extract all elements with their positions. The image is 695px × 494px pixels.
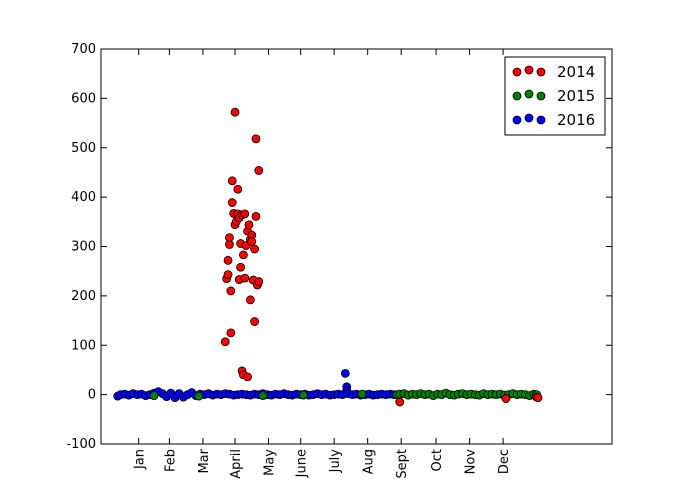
y-tick-label-300: 300 <box>71 240 96 255</box>
point-2014-35 <box>250 317 259 326</box>
x-tick-label-Aug: Aug <box>362 449 377 474</box>
point-2014-9 <box>227 198 237 207</box>
y-tick-label-700: 700 <box>71 42 96 57</box>
legend-marker-2015-1 <box>524 89 534 99</box>
legend-marker-2014-2 <box>536 67 546 77</box>
point-2014-18 <box>236 262 246 272</box>
x-tick-label-June: June <box>295 449 310 478</box>
legend: 2014 2015 2016 <box>504 56 606 136</box>
y-tick-label--100: -100 <box>66 437 96 452</box>
data-layer <box>113 107 543 407</box>
x-tick-label-July: July <box>328 449 343 474</box>
point-2015-38 <box>299 390 308 400</box>
y-tick-label-400: 400 <box>71 190 96 205</box>
point-2014-6 <box>226 328 236 338</box>
point-2014-42 <box>395 397 405 407</box>
point-2014-37 <box>251 134 261 144</box>
point-2014-40 <box>254 166 264 175</box>
legend-box <box>504 56 606 136</box>
legend-marker-2014-0 <box>512 67 522 77</box>
legend-marker-2015-0 <box>512 91 522 101</box>
point-2014-24 <box>240 273 250 283</box>
legend-marker-2015-2 <box>536 91 546 101</box>
y-tick-label-100: 100 <box>71 338 96 353</box>
x-tick-label-Dec: Dec <box>497 449 512 474</box>
axis-layer: -100 0 100 200 300 400 500 600 700 Jan Feb Mar April… <box>66 42 612 479</box>
y-tick-label-600: 600 <box>71 91 96 106</box>
point-2014-41 <box>254 277 264 286</box>
point-2014-33 <box>247 237 257 246</box>
point-2014-43 <box>501 394 511 403</box>
point-2014-0 <box>220 337 230 347</box>
point-2014-22 <box>239 250 248 260</box>
point-2014-31 <box>245 295 255 305</box>
point-2014-38 <box>251 211 261 221</box>
point-2014-29 <box>244 220 254 230</box>
point-2014-8 <box>227 176 237 186</box>
point-2014-36 <box>250 244 259 254</box>
x-tick-label-Mar: Mar <box>197 448 212 473</box>
x-tick-label-Sept: Sept <box>395 449 410 479</box>
y-tick-label-0: 0 <box>88 388 96 403</box>
point-2015-37 <box>258 391 268 401</box>
y-tick-label-500: 500 <box>71 141 96 156</box>
point-2014-3 <box>223 255 233 265</box>
legend-marker-2014-1 <box>524 65 534 75</box>
legend-marker-2016-0 <box>512 115 522 125</box>
x-tick-label-Nov: Nov <box>464 449 479 475</box>
legend-label-2015: 2015 <box>557 87 595 105</box>
point-2016-55 <box>340 368 350 378</box>
x-tick-label-Jan: Jan <box>133 449 148 470</box>
x-tick-label-April: April <box>229 449 244 479</box>
legend-marker-2016-2 <box>536 115 546 125</box>
point-2014-11 <box>230 107 240 117</box>
y-tick-label-200: 200 <box>71 289 96 304</box>
point-2014-27 <box>243 372 253 382</box>
legend-marker-2016-1 <box>524 113 534 123</box>
legend-label-2016: 2016 <box>557 111 595 129</box>
x-tick-label-Feb: Feb <box>163 449 178 472</box>
point-2015-36 <box>194 391 204 401</box>
point-2015-35 <box>149 391 159 401</box>
legend-label-2014: 2014 <box>557 63 595 81</box>
point-2015-39 <box>357 389 367 399</box>
point-2014-5 <box>225 233 234 243</box>
point-2014-2 <box>223 270 233 280</box>
x-tick-label-Oct: Oct <box>430 449 445 471</box>
point-2014-25 <box>240 209 250 219</box>
point-2014-7 <box>226 286 236 296</box>
x-tick-label-May: May <box>263 449 278 476</box>
point-2014-45 <box>533 393 543 402</box>
point-2014-14 <box>233 184 243 194</box>
